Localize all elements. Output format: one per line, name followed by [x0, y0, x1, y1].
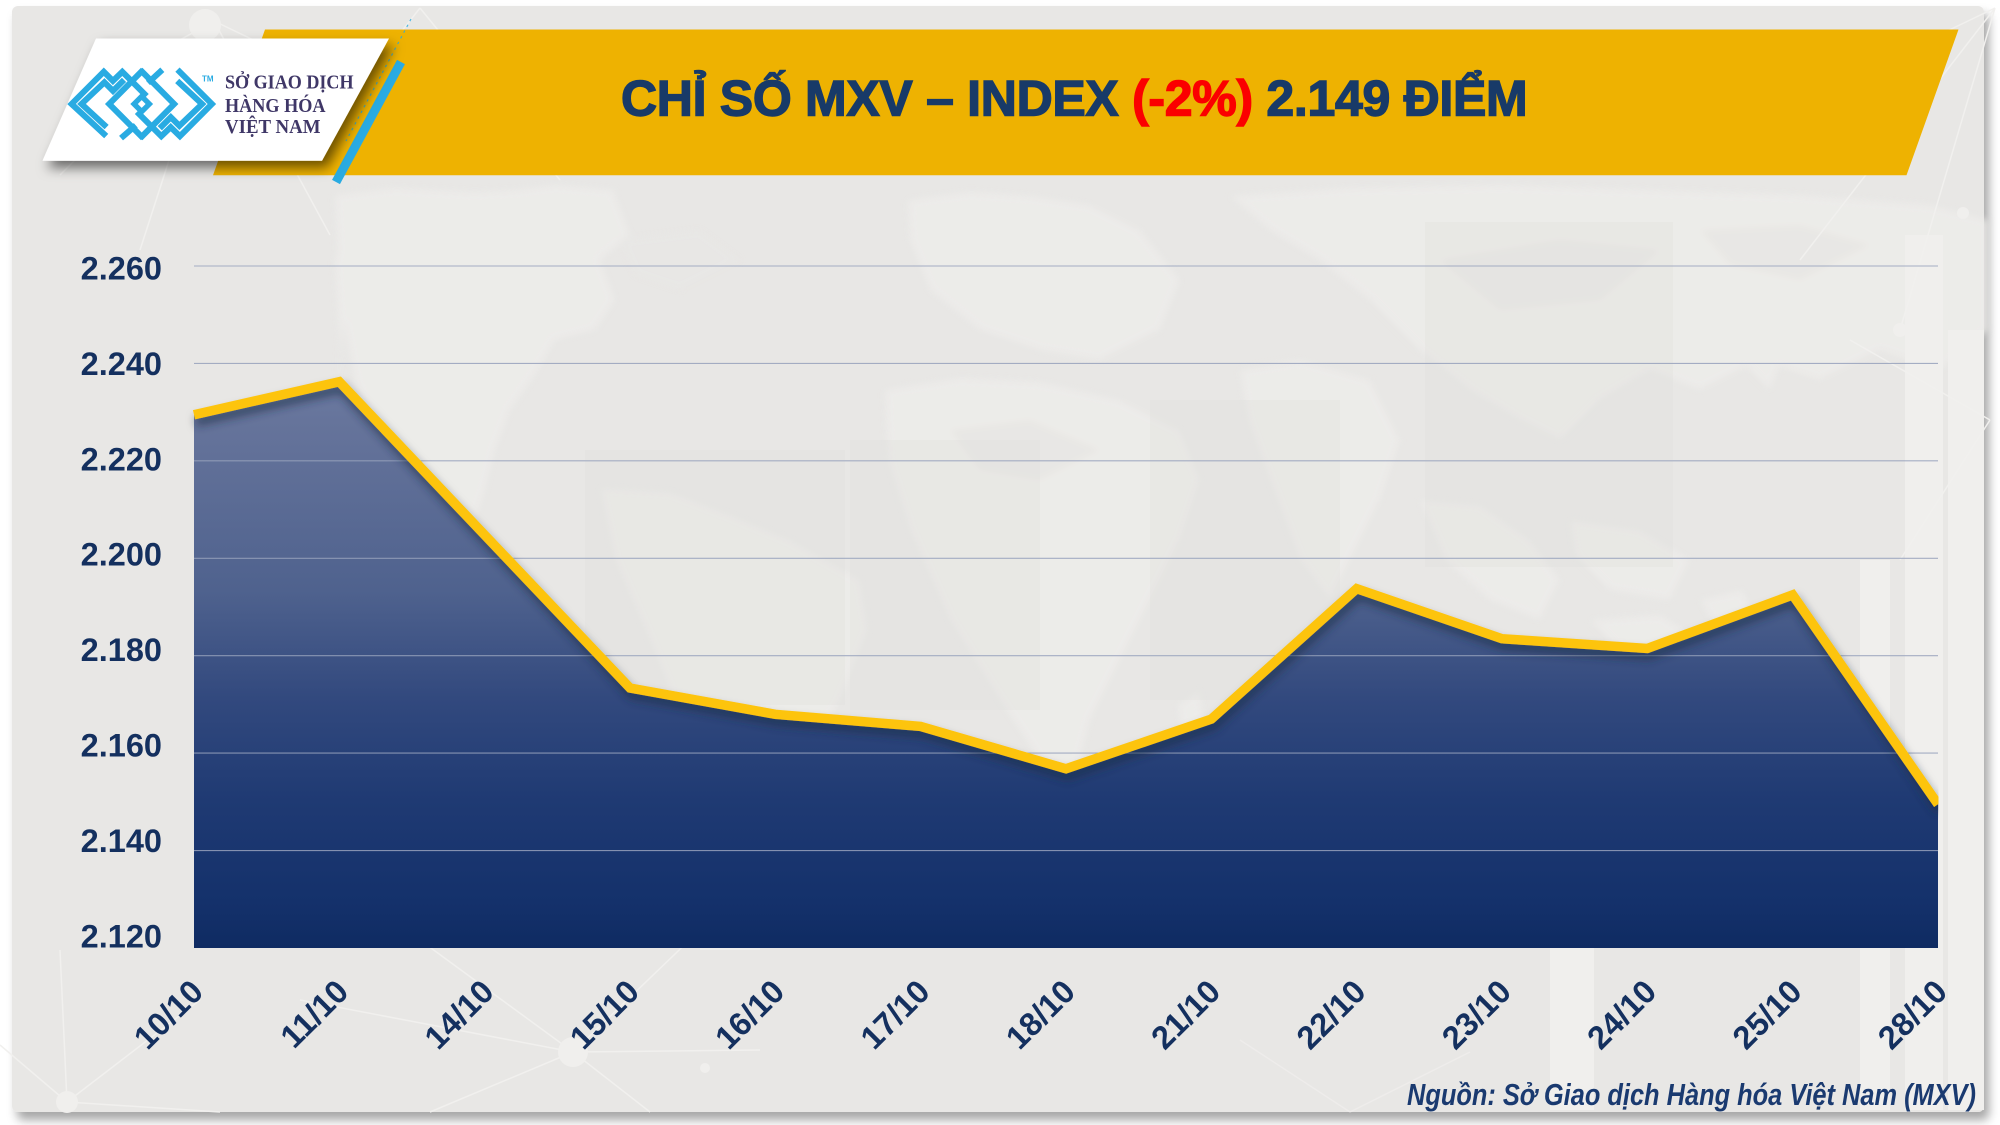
svg-text:VIỆT NAM: VIỆT NAM	[225, 115, 321, 138]
svg-text:SỞ GIAO DỊCH: SỞ GIAO DỊCH	[225, 71, 354, 94]
svg-text:2.140: 2.140	[81, 823, 162, 859]
svg-text:2.240: 2.240	[81, 346, 162, 382]
svg-text:2.120: 2.120	[81, 918, 162, 954]
svg-text:CHỈ SỐ MXV – INDEX (-2%) 2.149: CHỈ SỐ MXV – INDEX (-2%) 2.149 ĐIỂM	[621, 70, 1527, 127]
svg-text:HÀNG HÓA: HÀNG HÓA	[225, 93, 326, 117]
svg-text:TM: TM	[202, 75, 214, 84]
svg-text:2.200: 2.200	[81, 537, 162, 573]
svg-text:2.260: 2.260	[81, 251, 162, 287]
svg-text:Nguồn: Sở Giao dịch Hàng hóa V: Nguồn: Sở Giao dịch Hàng hóa Việt Nam (M…	[1407, 1077, 1976, 1112]
svg-text:2.160: 2.160	[81, 728, 162, 764]
svg-text:2.220: 2.220	[81, 441, 162, 477]
svg-text:2.180: 2.180	[81, 632, 162, 668]
